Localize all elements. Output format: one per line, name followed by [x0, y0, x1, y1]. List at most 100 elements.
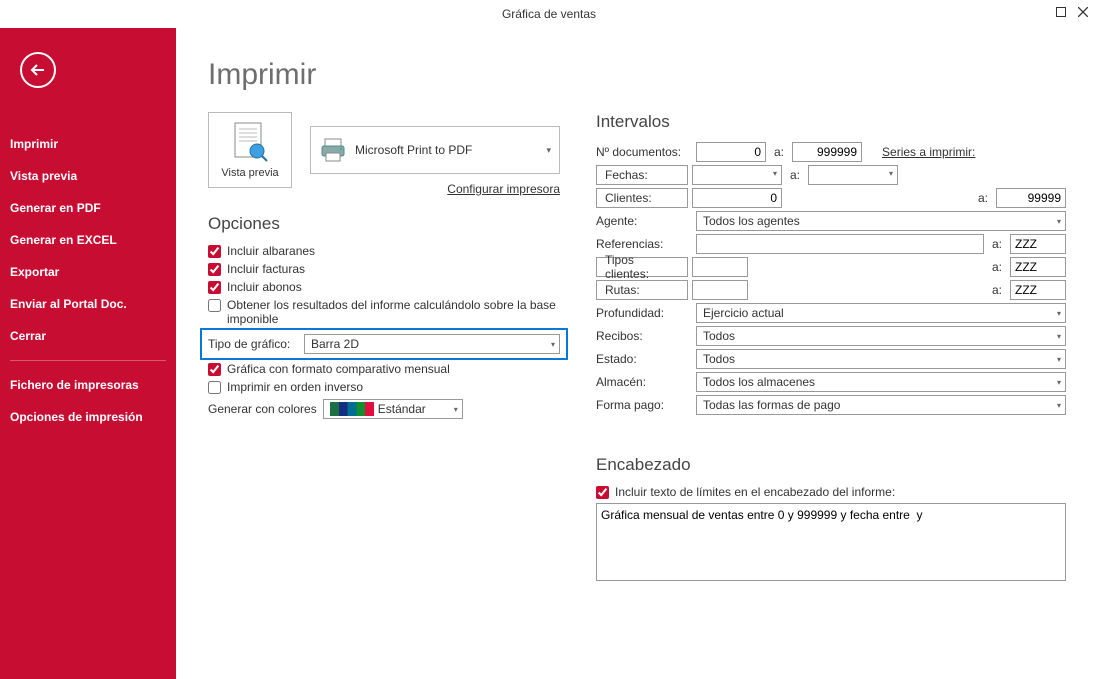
agent-value: Todos los agentes — [703, 214, 800, 228]
color-palette-icon — [330, 402, 374, 416]
close-button[interactable] — [1072, 2, 1094, 22]
close-icon — [1078, 7, 1088, 17]
client-types-to-input[interactable] — [1010, 257, 1066, 277]
payment-value: Todas las formas de pago — [703, 398, 840, 412]
reverse-order-checkbox[interactable] — [208, 381, 221, 394]
back-button[interactable] — [20, 52, 56, 88]
date-from-select[interactable]: ▾ — [692, 165, 782, 185]
monthly-comparative-label: Gráfica con formato comparativo mensual — [227, 362, 560, 376]
chart-type-label: Tipo de gráfico: — [208, 337, 298, 351]
a-separator: a: — [974, 191, 992, 205]
header-textarea[interactable] — [596, 503, 1066, 581]
calc-base-label: Obtener los resultados del informe calcu… — [227, 298, 560, 326]
date-to-select[interactable]: ▾ — [808, 165, 898, 185]
preview-button[interactable]: Vista previa — [208, 112, 292, 188]
routes-from-input[interactable] — [692, 280, 748, 300]
sidebar-nav: Imprimir Vista previa Generar en PDF Gen… — [0, 128, 176, 433]
chevron-down-icon: ▾ — [1057, 401, 1061, 410]
receipts-value: Todos — [703, 329, 735, 343]
printer-icon — [319, 136, 347, 164]
a-separator: a: — [988, 237, 1006, 251]
routes-button[interactable]: Rutas: — [596, 280, 688, 300]
page-title: Imprimir — [208, 58, 1066, 92]
chevron-down-icon: ▾ — [454, 405, 458, 414]
a-separator: a: — [988, 260, 1006, 274]
chart-type-value: Barra 2D — [311, 337, 359, 351]
sidebar-divider — [10, 360, 166, 361]
maximize-icon — [1056, 7, 1066, 17]
dates-button[interactable]: Fechas: — [596, 165, 688, 185]
references-from-input[interactable] — [696, 234, 984, 254]
sidebar-item-exportar[interactable]: Exportar — [0, 256, 176, 288]
clients-button[interactable]: Clientes: — [596, 188, 688, 208]
colors-select[interactable]: Estándar ▾ — [323, 399, 463, 419]
a-separator: a: — [988, 283, 1006, 297]
payment-label: Forma pago: — [596, 398, 692, 412]
routes-to-input[interactable] — [1010, 280, 1066, 300]
chevron-down-icon: ▾ — [1057, 332, 1061, 341]
titlebar: Gráfica de ventas — [0, 0, 1098, 28]
references-label: Referencias: — [596, 237, 692, 251]
header-heading: Encabezado — [596, 455, 1066, 475]
sidebar: Imprimir Vista previa Generar en PDF Gen… — [0, 28, 176, 679]
chevron-down-icon: ▾ — [551, 340, 555, 349]
clients-from-input[interactable] — [692, 188, 782, 208]
intervals-heading: Intervalos — [596, 112, 1066, 132]
doc-from-input[interactable] — [696, 142, 766, 162]
include-invoices-checkbox[interactable] — [208, 263, 221, 276]
sidebar-item-generar-pdf[interactable]: Generar en PDF — [0, 192, 176, 224]
warehouse-value: Todos los almacenes — [703, 375, 815, 389]
include-delivery-notes-checkbox[interactable] — [208, 245, 221, 258]
include-delivery-notes-label: Incluir albaranes — [227, 244, 560, 258]
right-column: Intervalos Nº documentos: a: Series a im… — [596, 112, 1066, 586]
depth-label: Profundidad: — [596, 306, 692, 320]
printer-select[interactable]: Microsoft Print to PDF ▾ — [310, 126, 560, 174]
include-limits-checkbox[interactable] — [596, 486, 609, 499]
sidebar-item-enviar-portal[interactable]: Enviar al Portal Doc. — [0, 288, 176, 320]
agent-label: Agente: — [596, 214, 692, 228]
chevron-down-icon: ▾ — [546, 145, 551, 156]
chevron-down-icon: ▾ — [1057, 309, 1061, 318]
colors-label: Generar con colores — [208, 402, 317, 416]
options-heading: Opciones — [208, 214, 560, 234]
chevron-down-icon: ▾ — [1057, 355, 1061, 364]
calc-base-checkbox[interactable] — [208, 299, 221, 312]
sidebar-item-vista-previa[interactable]: Vista previa — [0, 160, 176, 192]
depth-select[interactable]: Ejercicio actual ▾ — [696, 303, 1066, 323]
chevron-down-icon: ▾ — [1057, 378, 1061, 387]
window-controls — [1050, 2, 1094, 22]
chevron-down-icon: ▾ — [1057, 217, 1061, 226]
sidebar-item-opciones-impresion[interactable]: Opciones de impresión — [0, 401, 176, 433]
chart-type-select[interactable]: Barra 2D ▾ — [304, 334, 560, 354]
doc-to-input[interactable] — [792, 142, 862, 162]
configure-printer-link[interactable]: Configurar impresora — [310, 182, 560, 196]
chevron-down-icon: ▾ — [889, 169, 893, 178]
agent-select[interactable]: Todos los agentes ▾ — [696, 211, 1066, 231]
main-panel: Imprimir Vista previa — [176, 28, 1098, 679]
receipts-select[interactable]: Todos ▾ — [696, 326, 1066, 346]
monthly-comparative-checkbox[interactable] — [208, 363, 221, 376]
sidebar-item-fichero-impresoras[interactable]: Fichero de impresoras — [0, 369, 176, 401]
payment-select[interactable]: Todas las formas de pago ▾ — [696, 395, 1066, 415]
reverse-order-label: Imprimir en orden inverso — [227, 380, 560, 394]
window-title: Gráfica de ventas — [502, 7, 596, 21]
chevron-down-icon: ▾ — [773, 169, 777, 178]
clients-to-input[interactable] — [996, 188, 1066, 208]
references-to-input[interactable] — [1010, 234, 1066, 254]
client-types-button[interactable]: Tipos clientes: — [596, 257, 688, 277]
warehouse-select[interactable]: Todos los almacenes ▾ — [696, 372, 1066, 392]
a-separator: a: — [770, 145, 788, 159]
sidebar-item-generar-excel[interactable]: Generar en EXCEL — [0, 224, 176, 256]
a-separator: a: — [786, 168, 804, 182]
series-link[interactable]: Series a imprimir: — [882, 145, 975, 159]
sidebar-item-imprimir[interactable]: Imprimir — [0, 128, 176, 160]
include-credits-label: Incluir abonos — [227, 280, 560, 294]
sidebar-item-cerrar[interactable]: Cerrar — [0, 320, 176, 352]
client-types-from-input[interactable] — [692, 257, 748, 277]
include-credits-checkbox[interactable] — [208, 281, 221, 294]
state-label: Estado: — [596, 352, 692, 366]
maximize-button[interactable] — [1050, 2, 1072, 22]
depth-value: Ejercicio actual — [703, 306, 784, 320]
state-select[interactable]: Todos▾ — [696, 349, 1066, 369]
colors-value: Estándar — [378, 402, 426, 416]
